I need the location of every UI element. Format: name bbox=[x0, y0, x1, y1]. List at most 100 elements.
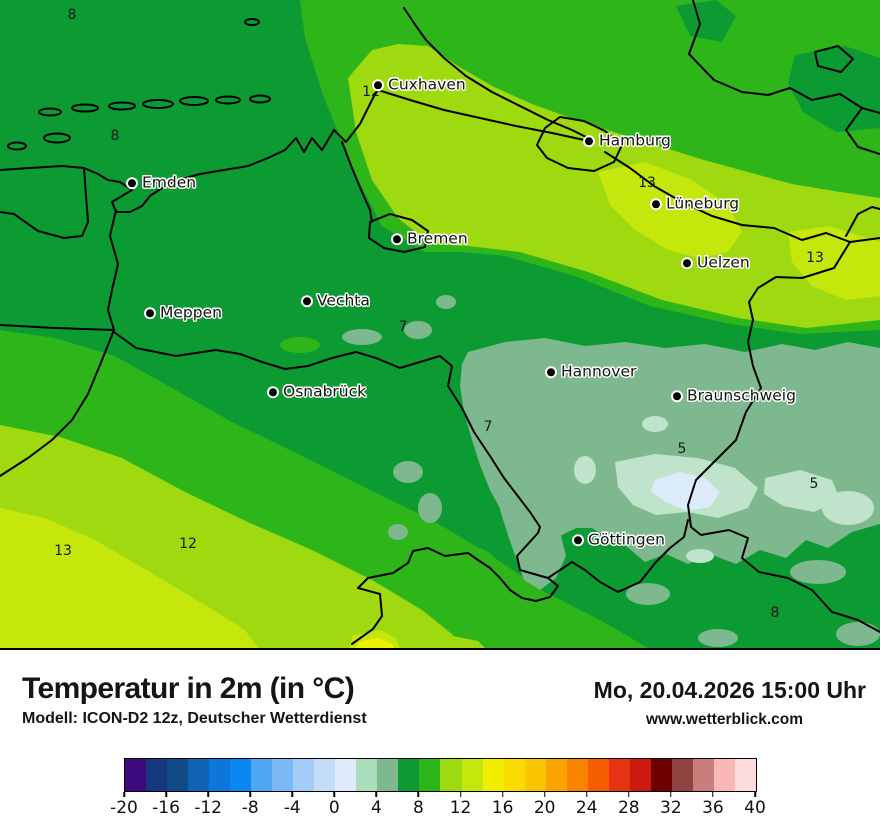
footer-panel: Temperatur in 2m (in °C) Modell: ICON-D2… bbox=[0, 650, 880, 830]
city-marker: Hamburg bbox=[585, 133, 671, 149]
colorbar-tickmark bbox=[123, 792, 125, 797]
colorbar-segment bbox=[377, 759, 399, 791]
city-label: Meppen bbox=[160, 303, 222, 322]
city-marker: Göttingen bbox=[574, 532, 665, 548]
colorbar-segment bbox=[671, 759, 693, 791]
colorbar-segment bbox=[188, 759, 210, 791]
border-lines bbox=[0, 0, 880, 645]
temperature-value-label: 8 bbox=[770, 605, 780, 621]
city-label: Uelzen bbox=[697, 253, 750, 272]
colorbar-segment bbox=[503, 759, 525, 791]
colorbar-tick-label: 12 bbox=[449, 798, 472, 818]
colorbar-tickmark bbox=[543, 792, 546, 797]
colorbar-segment bbox=[482, 759, 504, 791]
city-label: Lüneburg bbox=[666, 194, 740, 213]
city-dot-icon bbox=[303, 297, 311, 305]
colorbar-tick-label: 0 bbox=[328, 798, 340, 818]
city-label: Bremen bbox=[407, 229, 468, 248]
website-text: www.wetterblick.com bbox=[646, 711, 804, 728]
colorbar-tick-label: 28 bbox=[617, 798, 640, 818]
colorbar-segment bbox=[629, 759, 651, 791]
temperature-value-label: 8 bbox=[110, 128, 120, 144]
temperature-value-label: 13 bbox=[806, 250, 824, 266]
city-marker: Braunschweig bbox=[673, 388, 796, 404]
colorbar-tick-label: -20 bbox=[110, 798, 138, 818]
city-dot-icon bbox=[128, 179, 136, 187]
colorbar-segment bbox=[461, 759, 483, 791]
colorbar-segment bbox=[251, 759, 273, 791]
temp-region-12-14-cores bbox=[598, 162, 880, 300]
colorbar-tickmark bbox=[585, 792, 588, 797]
city-dot-icon bbox=[652, 200, 660, 208]
colorbar-segment bbox=[314, 759, 336, 791]
islands bbox=[7, 18, 271, 151]
temp-region-0-2-pocket bbox=[651, 472, 720, 511]
colorbar-segment bbox=[734, 759, 756, 791]
colorbar-segment bbox=[440, 759, 462, 791]
city-marker: Meppen bbox=[146, 305, 222, 321]
colorbar-segment bbox=[608, 759, 630, 791]
colorbar-segment bbox=[419, 759, 441, 791]
city-marker: Bremen bbox=[393, 231, 468, 247]
temperature-field-svg bbox=[0, 0, 880, 648]
temperature-value-label: 5 bbox=[677, 441, 687, 457]
colorbar-tickmark bbox=[249, 792, 251, 797]
colorbar-tick-label: 16 bbox=[491, 798, 514, 818]
temperature-value-label: 13 bbox=[54, 543, 72, 559]
colorbar-tickmark bbox=[459, 792, 462, 797]
city-dot-icon bbox=[673, 392, 681, 400]
colorbar-tick-label: 20 bbox=[533, 798, 556, 818]
colorbar-segment bbox=[167, 759, 189, 791]
colorbar-segment bbox=[713, 759, 735, 791]
city-marker: Vechta bbox=[303, 293, 370, 309]
temperature-value-label: 7 bbox=[398, 319, 408, 335]
city-dot-icon bbox=[547, 368, 555, 376]
temperature-value-label: 7 bbox=[483, 419, 493, 435]
colorbar-tick-label: 8 bbox=[413, 798, 424, 818]
colorbar-segment bbox=[146, 759, 168, 791]
colorbar-tickmark bbox=[754, 792, 756, 797]
colorbar-tick-label: -16 bbox=[152, 798, 180, 818]
colorbar-tickmark bbox=[670, 792, 672, 797]
colorbar bbox=[124, 758, 757, 792]
colorbar-tick-label: -12 bbox=[194, 798, 223, 818]
colorbar-segment bbox=[566, 759, 588, 791]
city-dot-icon bbox=[574, 536, 582, 544]
city-label: Göttingen bbox=[588, 530, 665, 549]
colorbar-segment bbox=[209, 759, 231, 791]
colorbar-tickmark bbox=[207, 792, 209, 797]
temperature-value-label: 13 bbox=[638, 175, 656, 191]
city-dot-icon bbox=[146, 309, 154, 317]
colorbar-segment bbox=[293, 759, 315, 791]
temperature-value-label: 5 bbox=[809, 476, 819, 492]
city-marker: Cuxhaven bbox=[374, 77, 466, 93]
colorbar-tick-label: 4 bbox=[370, 798, 382, 818]
colorbar-tickmark bbox=[333, 792, 336, 797]
colorbar-tick-label: 32 bbox=[660, 798, 682, 818]
colorbar-segment bbox=[356, 759, 378, 791]
colorbar-tick-label: 36 bbox=[702, 798, 724, 818]
colorbar-tick-label: -4 bbox=[283, 798, 301, 818]
colorbar-tick-label: 24 bbox=[575, 798, 598, 818]
colorbar-segment bbox=[335, 759, 357, 791]
city-dot-icon bbox=[269, 388, 277, 396]
city-label: Osnabrück bbox=[283, 382, 367, 401]
map-title: Temperatur in 2m (in °C) bbox=[22, 672, 355, 705]
city-marker: Hannover bbox=[547, 364, 636, 380]
temperature-value-label: 12 bbox=[179, 536, 197, 552]
colorbar-tick-label: 40 bbox=[744, 798, 766, 818]
city-label: Cuxhaven bbox=[388, 75, 466, 94]
city-label: Hamburg bbox=[599, 131, 671, 150]
colorbar-tickmark bbox=[417, 792, 420, 797]
colorbar-tickmark bbox=[712, 792, 714, 797]
city-dot-icon bbox=[585, 137, 593, 145]
city-marker: Osnabrück bbox=[269, 384, 366, 400]
temp-region-sw-14-16 bbox=[356, 638, 394, 648]
colorbar-tickmark bbox=[165, 792, 167, 797]
colorbar-tick-label: -8 bbox=[241, 798, 259, 818]
city-label: Hannover bbox=[561, 362, 637, 381]
colorbar-tickmark bbox=[375, 792, 378, 797]
colorbar-segment bbox=[587, 759, 609, 791]
temperature-value-label: 8 bbox=[67, 7, 77, 23]
city-label: Vechta bbox=[317, 291, 370, 310]
